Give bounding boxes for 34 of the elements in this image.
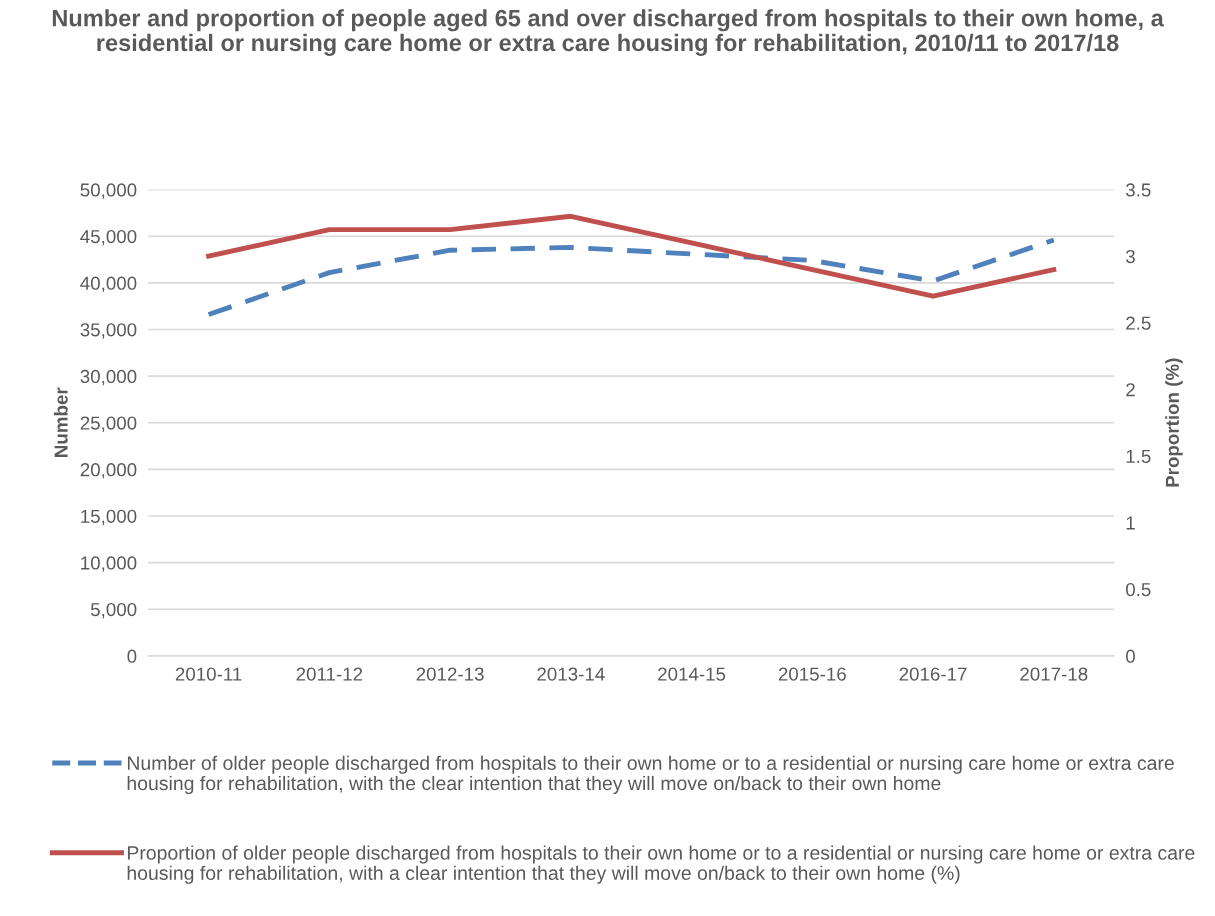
- y-tick-label: 20,000: [80, 463, 137, 479]
- chart-title: Number and proportion of people aged 65 and over discharged from hospitals to their own home, a residential or nursing care home or extra care housing for rehabilitation, 2010/11 to 2017/18: [52, 9, 1164, 56]
- line-series: [206, 213, 1057, 299]
- y2-axis-title: Proportion (%): [1165, 358, 1183, 487]
- x-tick-label: 2015-16: [778, 667, 846, 681]
- legend-label: Proportion of older people discharged from hospitals to their own home or to a residential or nursing care home or extra care housing for rehabilitation, with a clear intention that they will move on/back to their own home (%): [127, 845, 1195, 884]
- y-tick-label: 10,000: [81, 556, 137, 572]
- y-tick-label: 5,000: [90, 602, 137, 619]
- y-tick-label: 45,000: [80, 229, 137, 246]
- y-tick-label: 35,000: [80, 323, 137, 339]
- y-tick-label: 25,000: [80, 416, 137, 432]
- y2-tick-label: 1.5: [1126, 449, 1151, 464]
- x-tick-label: 2014-15: [658, 667, 726, 681]
- legend-label: Number of older people discharged from hospitals to their own home or to a residential or nursing care home or extra care housing for rehabilitation, with the clear intention that they will move on/back to their own home: [127, 755, 1174, 795]
- y2-tick-label: 1: [1126, 516, 1135, 530]
- y-tick-label: 50,000: [80, 183, 137, 199]
- x-tick-label: 2011-12: [296, 667, 363, 681]
- y-tick-label: 40,000: [80, 276, 137, 293]
- y-tick-label: 15,000: [81, 509, 137, 526]
- y2-tick-label: 3: [1125, 249, 1135, 264]
- x-tick-label: 2013-14: [537, 667, 605, 681]
- y2-tick-label: 2.5: [1126, 316, 1151, 330]
- line-series: [206, 237, 1057, 317]
- y2-tick-label: 0: [1126, 649, 1135, 663]
- y-axis-title: Number: [53, 387, 68, 457]
- y2-tick-label: 2: [1126, 383, 1135, 397]
- y-tick-label: 0: [127, 649, 137, 663]
- x-tick-label: 2016-17: [899, 667, 967, 681]
- y-tick-label: 30,000: [80, 369, 137, 386]
- y2-tick-label: 3.5: [1125, 183, 1151, 197]
- x-tick-label: 2012-13: [416, 667, 484, 681]
- x-tick-label: 2010-11: [175, 667, 242, 681]
- y2-tick-label: 0.5: [1126, 582, 1151, 597]
- x-tick-label: 2017-18: [1020, 667, 1088, 681]
